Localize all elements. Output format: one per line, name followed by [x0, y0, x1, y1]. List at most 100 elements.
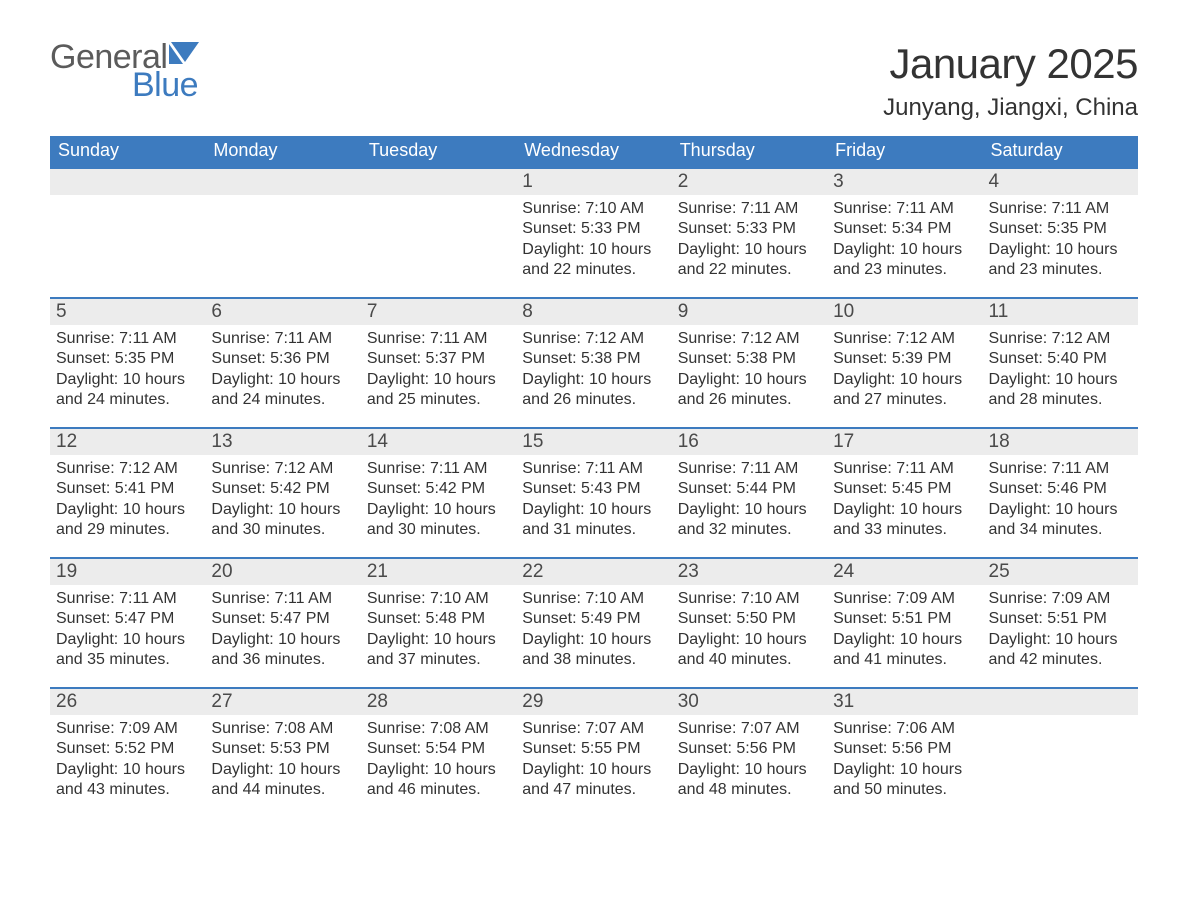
day-cell — [50, 169, 205, 297]
sunset-line: Sunset: 5:38 PM — [522, 349, 665, 369]
day-number: 9 — [672, 299, 827, 325]
day-cell: 13Sunrise: 7:12 AMSunset: 5:42 PMDayligh… — [205, 429, 360, 557]
sunset-line: Sunset: 5:33 PM — [522, 219, 665, 239]
day-number: 8 — [516, 299, 671, 325]
header-row: General Blue January 2025 Junyang, Jiang… — [50, 40, 1138, 122]
weekday-header-cell: Friday — [827, 136, 982, 167]
sunrise-line: Sunrise: 7:11 AM — [367, 329, 510, 349]
sunrise-line: Sunrise: 7:12 AM — [522, 329, 665, 349]
day-info: Sunrise: 7:11 AMSunset: 5:35 PMDaylight:… — [50, 325, 205, 411]
daylight-line: Daylight: 10 hours and 24 minutes. — [56, 370, 199, 411]
daylight-line: Daylight: 10 hours and 48 minutes. — [678, 760, 821, 801]
day-info: Sunrise: 7:11 AMSunset: 5:36 PMDaylight:… — [205, 325, 360, 411]
sunset-line: Sunset: 5:56 PM — [678, 739, 821, 759]
sunrise-line: Sunrise: 7:11 AM — [678, 199, 821, 219]
daylight-line: Daylight: 10 hours and 42 minutes. — [989, 630, 1132, 671]
day-cell: 18Sunrise: 7:11 AMSunset: 5:46 PMDayligh… — [983, 429, 1138, 557]
daylight-line: Daylight: 10 hours and 46 minutes. — [367, 760, 510, 801]
sunset-line: Sunset: 5:50 PM — [678, 609, 821, 629]
daylight-line: Daylight: 10 hours and 30 minutes. — [367, 500, 510, 541]
day-number: 31 — [827, 689, 982, 715]
day-info: Sunrise: 7:11 AMSunset: 5:45 PMDaylight:… — [827, 455, 982, 541]
day-cell — [205, 169, 360, 297]
sunset-line: Sunset: 5:36 PM — [211, 349, 354, 369]
day-number: 28 — [361, 689, 516, 715]
sunset-line: Sunset: 5:35 PM — [56, 349, 199, 369]
day-number: 1 — [516, 169, 671, 195]
sunrise-line: Sunrise: 7:07 AM — [678, 719, 821, 739]
sunrise-line: Sunrise: 7:08 AM — [367, 719, 510, 739]
sunset-line: Sunset: 5:55 PM — [522, 739, 665, 759]
day-info: Sunrise: 7:12 AMSunset: 5:38 PMDaylight:… — [516, 325, 671, 411]
week-row: 12Sunrise: 7:12 AMSunset: 5:41 PMDayligh… — [50, 427, 1138, 557]
day-number: 14 — [361, 429, 516, 455]
sunrise-line: Sunrise: 7:07 AM — [522, 719, 665, 739]
day-number — [50, 169, 205, 195]
day-cell: 8Sunrise: 7:12 AMSunset: 5:38 PMDaylight… — [516, 299, 671, 427]
day-cell: 28Sunrise: 7:08 AMSunset: 5:54 PMDayligh… — [361, 689, 516, 817]
day-info: Sunrise: 7:11 AMSunset: 5:46 PMDaylight:… — [983, 455, 1138, 541]
day-info: Sunrise: 7:08 AMSunset: 5:54 PMDaylight:… — [361, 715, 516, 801]
location: Junyang, Jiangxi, China — [883, 94, 1138, 122]
sunset-line: Sunset: 5:37 PM — [367, 349, 510, 369]
daylight-line: Daylight: 10 hours and 28 minutes. — [989, 370, 1132, 411]
day-cell: 2Sunrise: 7:11 AMSunset: 5:33 PMDaylight… — [672, 169, 827, 297]
day-cell: 20Sunrise: 7:11 AMSunset: 5:47 PMDayligh… — [205, 559, 360, 687]
day-number: 25 — [983, 559, 1138, 585]
day-info: Sunrise: 7:10 AMSunset: 5:50 PMDaylight:… — [672, 585, 827, 671]
sunrise-line: Sunrise: 7:10 AM — [522, 199, 665, 219]
sunrise-line: Sunrise: 7:11 AM — [367, 459, 510, 479]
sunrise-line: Sunrise: 7:11 AM — [833, 199, 976, 219]
weekday-header-cell: Sunday — [50, 136, 205, 167]
day-cell: 16Sunrise: 7:11 AMSunset: 5:44 PMDayligh… — [672, 429, 827, 557]
daylight-line: Daylight: 10 hours and 32 minutes. — [678, 500, 821, 541]
title-block: January 2025 Junyang, Jiangxi, China — [883, 40, 1138, 122]
day-number: 19 — [50, 559, 205, 585]
day-cell: 24Sunrise: 7:09 AMSunset: 5:51 PMDayligh… — [827, 559, 982, 687]
day-number: 20 — [205, 559, 360, 585]
daylight-line: Daylight: 10 hours and 23 minutes. — [833, 240, 976, 281]
sunset-line: Sunset: 5:52 PM — [56, 739, 199, 759]
day-cell: 11Sunrise: 7:12 AMSunset: 5:40 PMDayligh… — [983, 299, 1138, 427]
day-info: Sunrise: 7:12 AMSunset: 5:38 PMDaylight:… — [672, 325, 827, 411]
day-number: 11 — [983, 299, 1138, 325]
daylight-line: Daylight: 10 hours and 33 minutes. — [833, 500, 976, 541]
daylight-line: Daylight: 10 hours and 22 minutes. — [678, 240, 821, 281]
sunset-line: Sunset: 5:34 PM — [833, 219, 976, 239]
sunset-line: Sunset: 5:41 PM — [56, 479, 199, 499]
calendar: SundayMondayTuesdayWednesdayThursdayFrid… — [50, 136, 1138, 817]
day-cell: 31Sunrise: 7:06 AMSunset: 5:56 PMDayligh… — [827, 689, 982, 817]
week-row: 26Sunrise: 7:09 AMSunset: 5:52 PMDayligh… — [50, 687, 1138, 817]
day-number — [361, 169, 516, 195]
day-cell: 26Sunrise: 7:09 AMSunset: 5:52 PMDayligh… — [50, 689, 205, 817]
logo: General Blue — [50, 40, 199, 102]
day-cell: 17Sunrise: 7:11 AMSunset: 5:45 PMDayligh… — [827, 429, 982, 557]
day-number: 3 — [827, 169, 982, 195]
daylight-line: Daylight: 10 hours and 25 minutes. — [367, 370, 510, 411]
day-number: 7 — [361, 299, 516, 325]
sunrise-line: Sunrise: 7:11 AM — [989, 199, 1132, 219]
sunrise-line: Sunrise: 7:09 AM — [833, 589, 976, 609]
sunset-line: Sunset: 5:47 PM — [211, 609, 354, 629]
sunrise-line: Sunrise: 7:11 AM — [522, 459, 665, 479]
day-info: Sunrise: 7:11 AMSunset: 5:37 PMDaylight:… — [361, 325, 516, 411]
day-info: Sunrise: 7:12 AMSunset: 5:39 PMDaylight:… — [827, 325, 982, 411]
day-cell: 29Sunrise: 7:07 AMSunset: 5:55 PMDayligh… — [516, 689, 671, 817]
day-cell: 5Sunrise: 7:11 AMSunset: 5:35 PMDaylight… — [50, 299, 205, 427]
daylight-line: Daylight: 10 hours and 41 minutes. — [833, 630, 976, 671]
day-cell: 1Sunrise: 7:10 AMSunset: 5:33 PMDaylight… — [516, 169, 671, 297]
sunrise-line: Sunrise: 7:12 AM — [833, 329, 976, 349]
day-info: Sunrise: 7:11 AMSunset: 5:34 PMDaylight:… — [827, 195, 982, 281]
day-cell: 23Sunrise: 7:10 AMSunset: 5:50 PMDayligh… — [672, 559, 827, 687]
day-info: Sunrise: 7:12 AMSunset: 5:42 PMDaylight:… — [205, 455, 360, 541]
day-info: Sunrise: 7:09 AMSunset: 5:51 PMDaylight:… — [983, 585, 1138, 671]
weekday-header-cell: Saturday — [983, 136, 1138, 167]
day-info: Sunrise: 7:11 AMSunset: 5:44 PMDaylight:… — [672, 455, 827, 541]
sunrise-line: Sunrise: 7:12 AM — [56, 459, 199, 479]
day-number: 13 — [205, 429, 360, 455]
day-number: 5 — [50, 299, 205, 325]
daylight-line: Daylight: 10 hours and 40 minutes. — [678, 630, 821, 671]
sunrise-line: Sunrise: 7:12 AM — [211, 459, 354, 479]
sunrise-line: Sunrise: 7:09 AM — [56, 719, 199, 739]
weekday-header: SundayMondayTuesdayWednesdayThursdayFrid… — [50, 136, 1138, 167]
